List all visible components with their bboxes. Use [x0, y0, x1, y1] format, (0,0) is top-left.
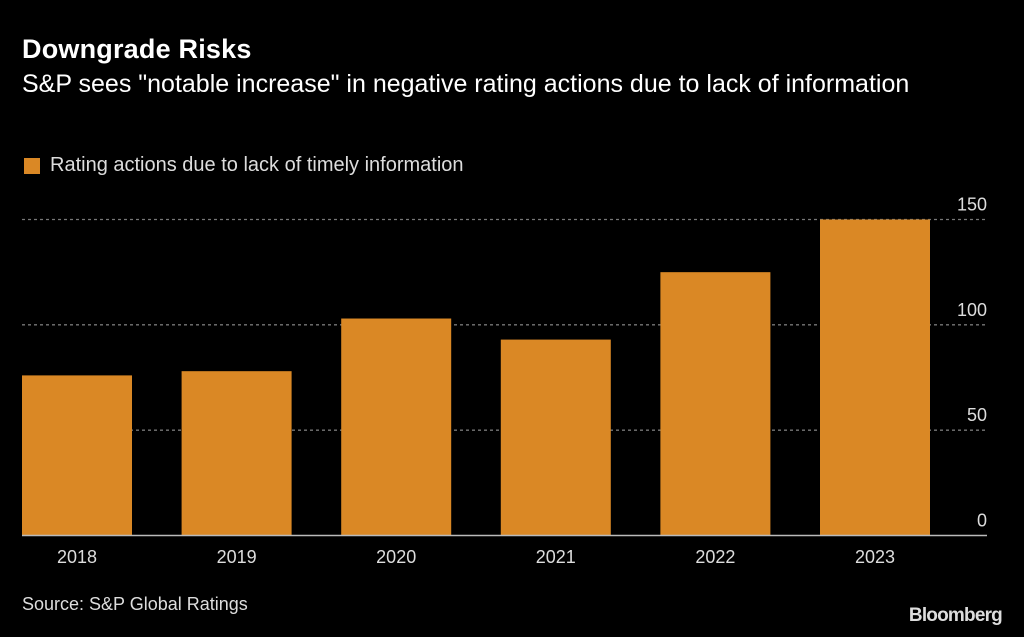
- bars: [22, 219, 930, 536]
- bar-2021: [500, 339, 611, 536]
- y-tick-label: 0: [977, 511, 987, 531]
- bar-2022: [660, 272, 771, 536]
- x-tick-label: 2022: [695, 547, 735, 567]
- x-tick-label: 2021: [536, 547, 576, 567]
- x-tick-label: 2023: [855, 547, 895, 567]
- legend-label: Rating actions due to lack of timely inf…: [50, 154, 464, 176]
- y-tick-label: 50: [967, 405, 987, 425]
- axes: 0 50 100 150 2018 2019 2020 2021 2022 2023: [22, 195, 987, 567]
- x-tick-label: 2018: [57, 547, 97, 567]
- legend-swatch: [24, 157, 40, 174]
- chart-title: Downgrade Risks: [22, 34, 252, 64]
- y-tick-label: 150: [957, 195, 987, 215]
- bar-2023: [820, 219, 930, 536]
- y-tick-label: 100: [957, 300, 987, 320]
- chart-subtitle: S&P sees "notable increase" in negative …: [22, 70, 910, 98]
- bar-2020: [341, 318, 452, 536]
- bloomberg-logo: Bloomberg: [908, 605, 1003, 626]
- bar-2019: [181, 371, 292, 536]
- x-tick-label: 2020: [376, 547, 416, 567]
- source-note: Source: S&P Global Ratings: [22, 594, 248, 614]
- legend: Rating actions due to lack of timely inf…: [24, 154, 464, 177]
- x-tick-label: 2019: [217, 547, 257, 567]
- bar-2018: [22, 375, 132, 536]
